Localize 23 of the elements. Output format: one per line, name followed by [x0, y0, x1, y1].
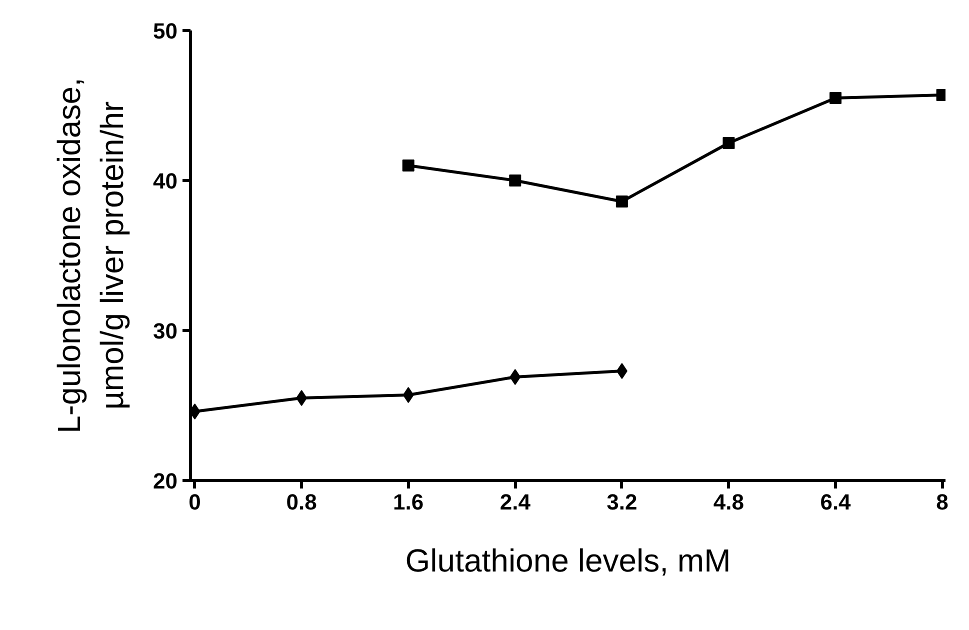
point	[509, 174, 522, 186]
y-tick-label: 20	[153, 468, 178, 494]
point	[830, 92, 842, 104]
x-tick-label: 2.4	[500, 490, 532, 514]
y-tick-label: 30	[153, 318, 178, 344]
point	[296, 390, 308, 406]
x-tick-label: 6.4	[820, 490, 852, 514]
y-tick-label: 40	[153, 168, 178, 194]
x-tick-label: 8	[936, 490, 948, 514]
x-tick-label: 1.6	[393, 490, 424, 514]
y-tick-label: 50	[153, 18, 178, 44]
point	[402, 387, 414, 403]
y-axis-title: L-gulonolactone oxidase, µmol/g liver protein/hr	[50, 78, 130, 434]
x-tick-label: 0	[188, 490, 201, 514]
point	[722, 137, 735, 149]
point	[616, 363, 628, 379]
x-tick-label: 0.8	[286, 490, 317, 514]
point	[510, 369, 521, 385]
x-tick-label: 4.8	[713, 490, 744, 514]
point	[616, 196, 628, 208]
point	[402, 160, 414, 172]
x-tick-label: 3.2	[606, 490, 638, 514]
x-axis-title: Glutathione levels, mM	[405, 542, 731, 578]
